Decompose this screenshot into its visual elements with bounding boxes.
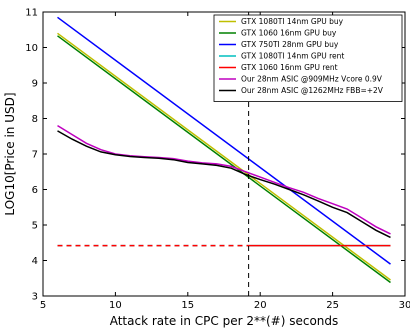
series-line-1 [57, 35, 391, 284]
x-tick-label: 5 [40, 300, 46, 311]
legend-label: GTX 1060 16nm GPU buy [241, 29, 337, 38]
series-line-0 [57, 32, 391, 281]
x-tick-label: 30 [399, 300, 410, 311]
y-tick-label: 6 [32, 185, 38, 196]
series-line-5 [57, 124, 391, 235]
series-line-6 [57, 130, 391, 239]
y-tick-label: 9 [32, 79, 38, 90]
y-tick-label: 11 [25, 8, 38, 19]
legend-label: GTX 1080TI 14nm GPU rent [241, 52, 344, 61]
plot-marks [57, 12, 391, 296]
legend-box [213, 14, 403, 102]
x-ticks: 5 10 15 20 25 30 [40, 12, 410, 311]
y-tick-label: 7 [32, 150, 38, 161]
legend-label: Our 28nm ASIC @909MHz Vcore 0.9V [241, 75, 383, 84]
x-tick-label: 25 [326, 300, 339, 311]
x-axis-label: Attack rate in CPC per 2**(#) seconds [110, 314, 339, 328]
legend-label: GTX 1060 16nm GPU rent [241, 63, 338, 72]
y-axis-label: LOG10[Price in USD] [3, 92, 17, 215]
legend-label: GTX 1080TI 14nm GPU buy [241, 17, 344, 26]
x-tick-label: 15 [181, 300, 194, 311]
y-ticks: 3 4 5 6 7 8 9 10 11 [25, 8, 405, 303]
y-tick-label: 5 [32, 221, 38, 232]
legend-label: Our 28nm ASIC @1262MHz FBB=+2V [241, 86, 384, 95]
y-tick-label: 3 [32, 292, 38, 303]
y-tick-label: 8 [32, 114, 38, 125]
legend-label: GTX 750TI 28nm GPU buy [241, 40, 339, 49]
y-tick-label: 4 [32, 256, 38, 267]
series-line-2 [57, 16, 391, 265]
y-tick-label: 10 [25, 43, 38, 54]
x-tick-label: 10 [109, 300, 122, 311]
x-tick-label: 20 [254, 300, 267, 311]
legend: GTX 1080TI 14nm GPU buy GTX 1060 16nm GPU… [213, 14, 403, 102]
